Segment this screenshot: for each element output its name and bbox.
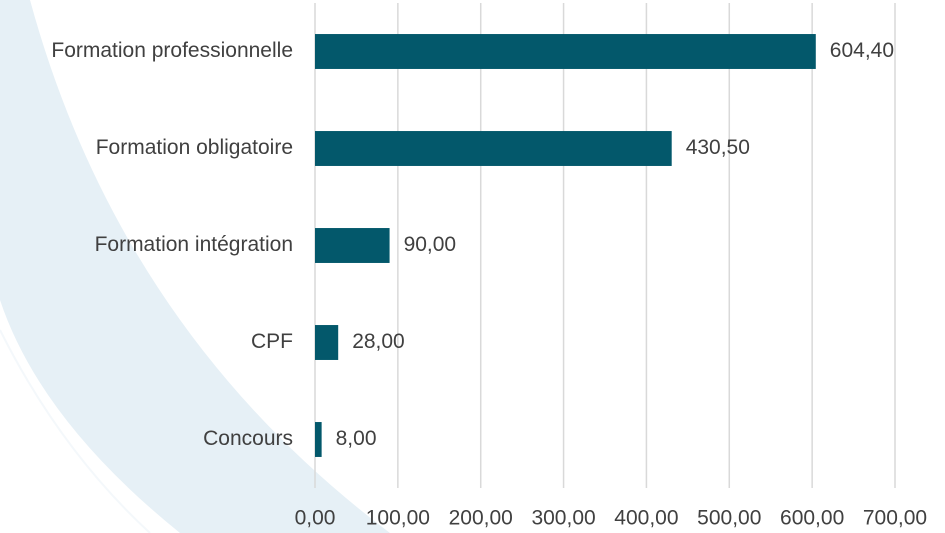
value-label: 8,00 [336,427,377,450]
bar [315,131,672,166]
value-label: 28,00 [352,330,405,353]
y-tick-label: CPF [251,330,293,353]
x-tick-label: 400,00 [614,507,678,530]
bar [315,34,816,69]
bar [315,228,390,263]
y-tick-label: Formation professionnelle [51,39,293,62]
y-tick-label: Formation obligatoire [96,136,293,159]
x-tick-label: 700,00 [863,507,927,530]
x-tick-label: 0,00 [295,507,336,530]
value-label: 90,00 [404,233,457,256]
x-tick-label: 100,00 [366,507,430,530]
x-tick-label: 500,00 [697,507,761,530]
bar [315,422,322,457]
x-tick-label: 200,00 [449,507,513,530]
y-tick-label: Concours [203,427,293,450]
value-label: 604,40 [830,39,894,62]
x-tick-label: 300,00 [531,507,595,530]
chart: 0,00 100,00 200,00 300,00 400,00 500,00 600,00… [0,0,945,533]
background-arc [0,0,390,533]
x-tick-label: 600,00 [780,507,844,530]
y-tick-label: Formation intégration [95,233,293,256]
bar [315,325,338,360]
value-label: 430,50 [686,136,750,159]
